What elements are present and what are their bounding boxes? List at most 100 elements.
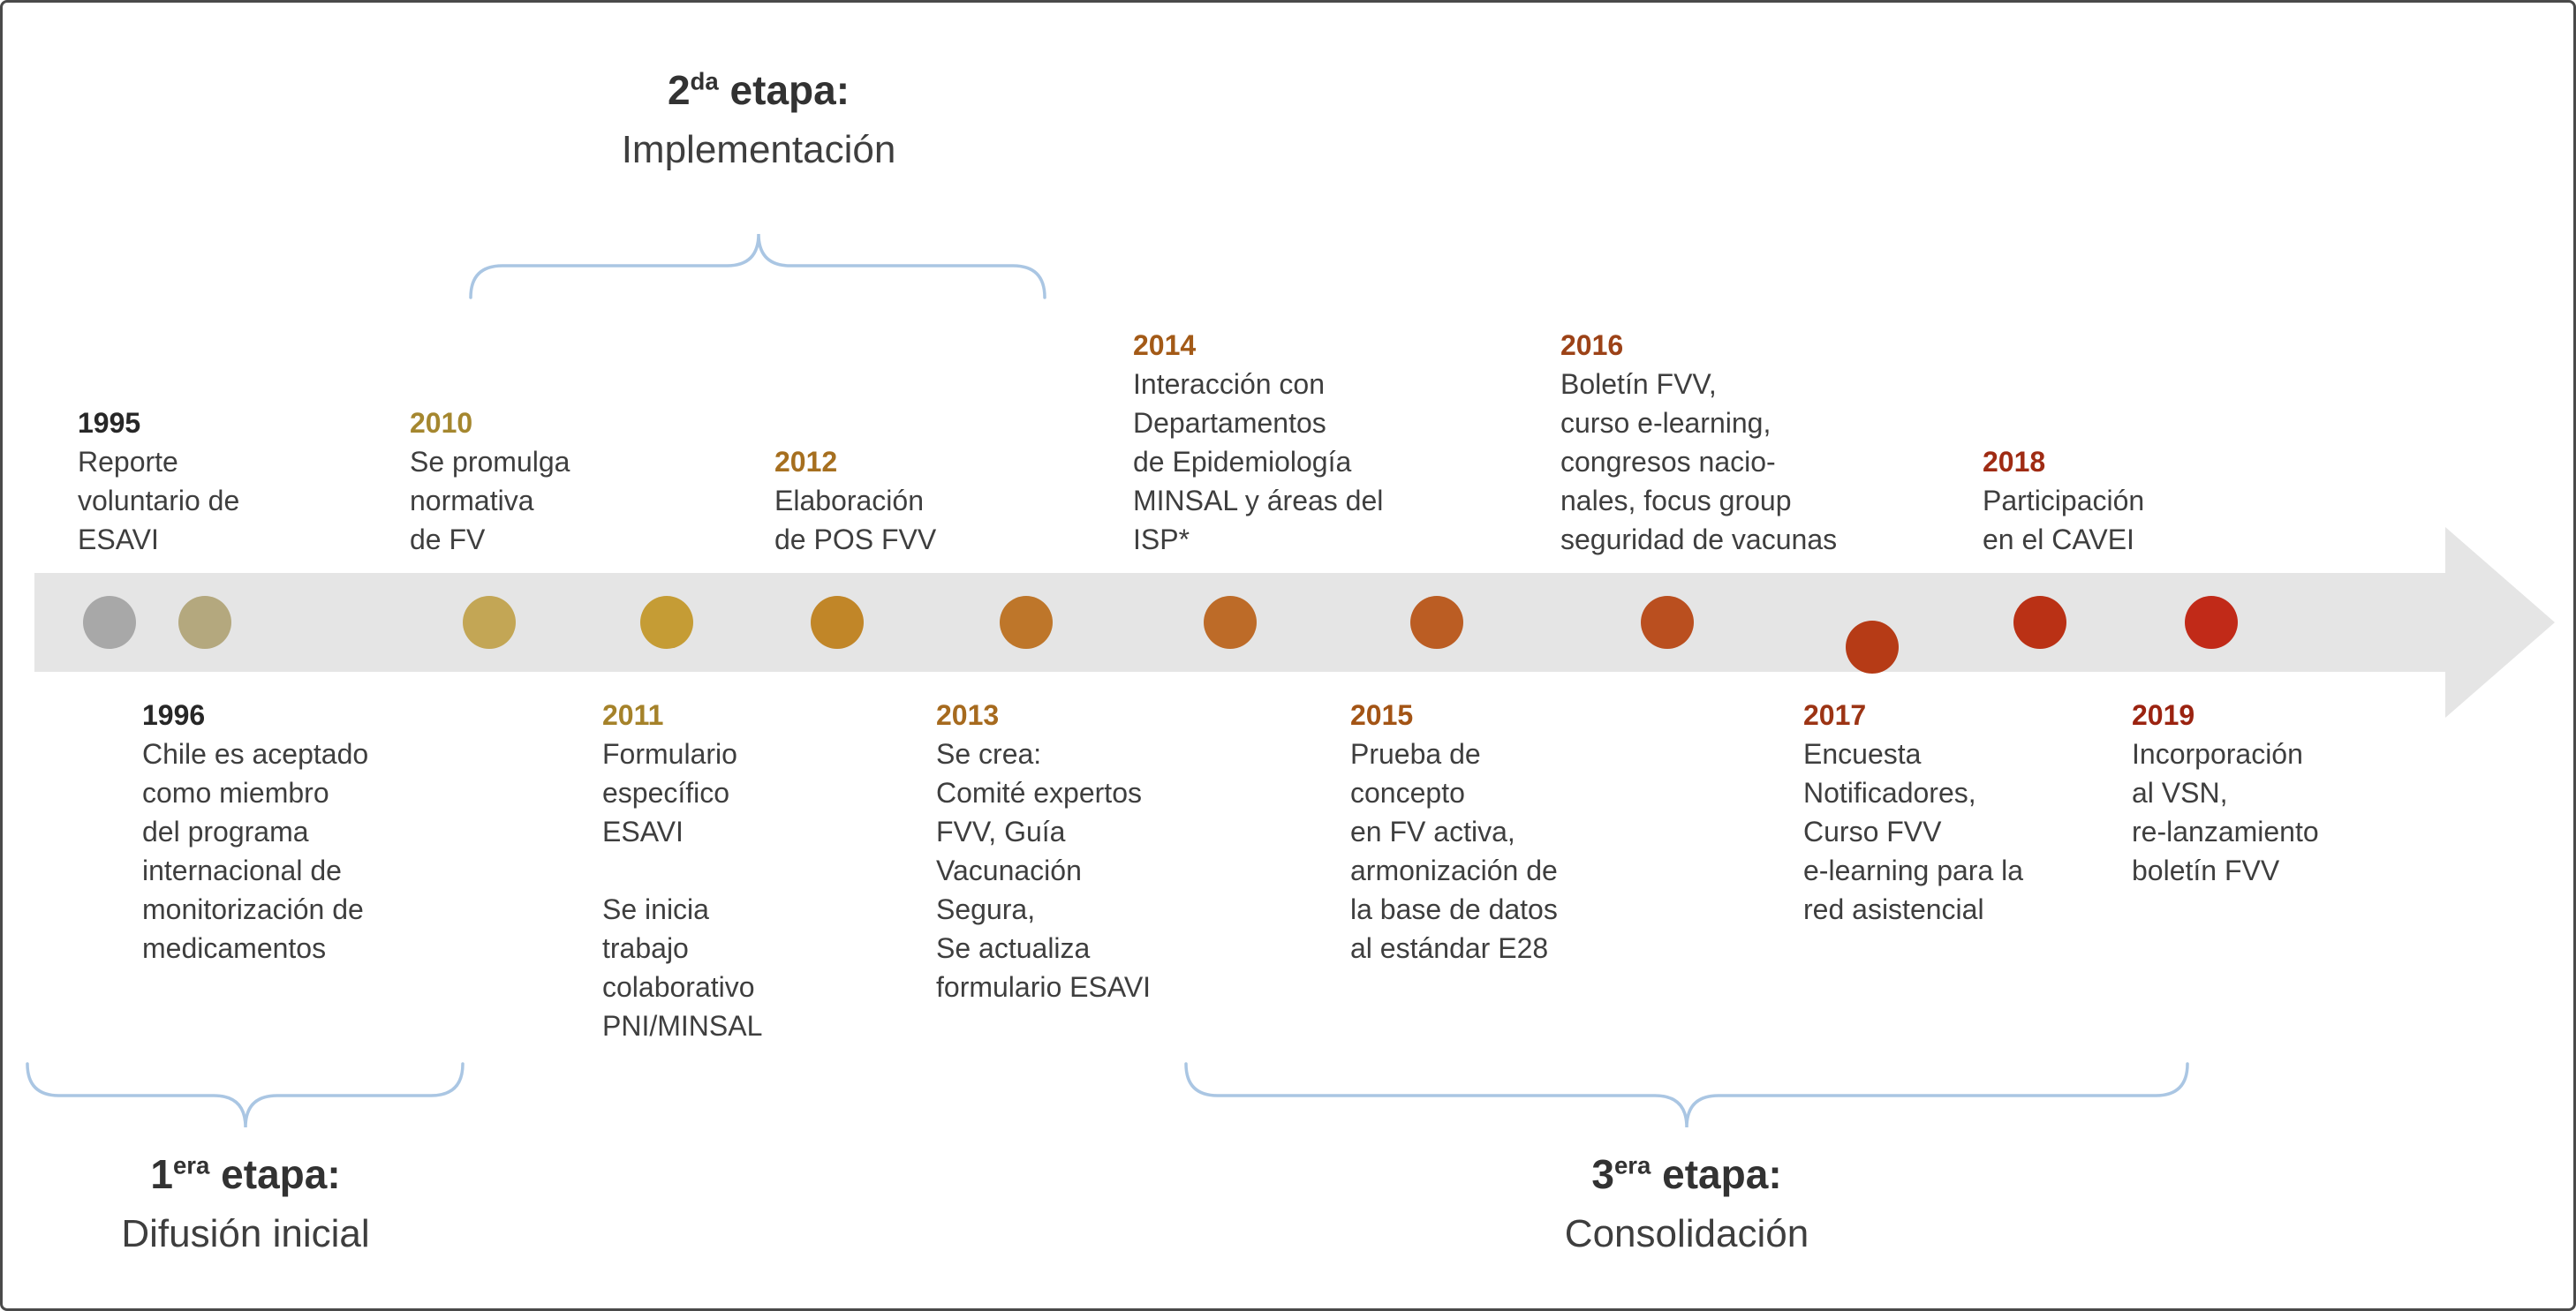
event-text-line: Se promulga [410,446,570,478]
event-year: 2013 [936,699,1000,731]
event-year: 2018 [1983,446,2046,478]
event-text-line: Chile es aceptado [142,738,369,770]
event-text-line: trabajo [602,932,689,964]
event-text-line: específico [602,777,730,809]
event-text-line: congresos nacio- [1560,446,1776,478]
stage-1-label: 1era etapa: Difusión inicial [121,1150,369,1256]
timeline-dot-2014 [1204,596,1257,649]
event-text-line: Incorporación [2132,738,2303,770]
event-text-line: Interacción con [1133,368,1326,400]
event-text-line: ESAVI [78,524,159,555]
brace-stage-1-icon [26,1062,465,1128]
event-2016: 2016 Boletín FVV, curso e-learning, cong… [1560,326,1837,559]
event-text-line: Encuesta [1803,738,1922,770]
event-text-line: Se crea: [936,738,1042,770]
event-text-line: Departamentos [1133,407,1326,439]
event-text-line: del programa [142,816,309,848]
timeline-dot-2015 [1410,596,1463,649]
event-year: 2014 [1133,329,1197,361]
event-year: 1995 [78,407,141,439]
stage-1-title: 1era etapa: [150,1151,341,1197]
event-2017: 2017 Encuesta Notificadores, Curso FVV e… [1803,696,2023,929]
event-text-line: re-lanzamiento [2132,816,2319,848]
event-text-line: como miembro [142,777,329,809]
event-text-line: nales, focus group [1560,485,1792,516]
event-2010: 2010 Se promulga normativa de FV [410,403,570,559]
event-year: 2019 [2132,699,2195,731]
event-text-line: normativa [410,485,534,516]
event-text-line: de POS FVV [774,524,937,555]
event-text-line: de FV [410,524,486,555]
timeline-dot-1996 [178,596,231,649]
event-text-line: Formulario [602,738,737,770]
event-text-line: monitorización de [142,893,364,925]
event-text-line: formulario ESAVI [936,971,1152,1003]
event-text-line: Comité expertos [936,777,1142,809]
timeline-dot-2019 [2185,596,2238,649]
stage-1-name: Difusión inicial [121,1212,370,1255]
event-2012: 2012 Elaboración de POS FVV [774,442,936,559]
event-text-line: Notificadores, [1803,777,1976,809]
event-text-line: red asistencial [1803,893,1984,925]
event-1995: 1995 Reporte voluntario de ESAVI [78,403,239,559]
timeline-dot-2011 [640,596,693,649]
event-text-line: PNI/MINSAL [602,1010,763,1042]
timeline-dot-2016 [1641,596,1694,649]
event-text-line: al VSN, [2132,777,2228,809]
event-text-line: armonización de [1350,855,1558,886]
event-text-line: Boletín FVV, [1560,368,1717,400]
timeline-dot-2012 [811,596,864,649]
event-2014: 2014 Interacción con Departamentos de Ep… [1133,326,1383,559]
timeline-arrow-head-icon [2445,527,2555,718]
stage-3-title: 3era etapa: [1591,1151,1782,1197]
event-text-line: medicamentos [142,932,327,964]
event-text-line: ESAVI [602,816,684,848]
timeline-dot-2010 [463,596,516,649]
stage-3-label: 3era etapa: Consolidación [1565,1150,1809,1256]
event-text-line: Curso FVV [1803,816,1942,848]
event-year: 2017 [1803,699,1867,731]
event-2011: 2011 Formulario específico ESAVI Se inic… [602,696,762,1045]
event-year: 2012 [774,446,838,478]
event-text-line: de Epidemiología [1133,446,1352,478]
event-year: 2015 [1350,699,1414,731]
timeline-dot-2017 [1846,621,1899,674]
timeline-dot-2013 [1000,596,1053,649]
event-2015: 2015 Prueba de concepto en FV activa, ar… [1350,696,1558,968]
event-text-gap [602,851,762,890]
event-text-line: al estándar E28 [1350,932,1549,964]
event-year: 2016 [1560,329,1624,361]
event-text-line: internacional de [142,855,342,886]
event-text-line: Participación [1983,485,2145,516]
event-1996: 1996 Chile es aceptado como miembro del … [142,696,368,968]
event-2018: 2018 Participación en el CAVEI [1983,442,2144,559]
event-text-line: Vacunación [936,855,1082,886]
event-text-line: voluntario de [78,485,240,516]
stage-3-name: Consolidación [1564,1212,1809,1255]
event-text-line: FVV, Guía [936,816,1066,848]
event-text-line: MINSAL y áreas del [1133,485,1384,516]
brace-stage-2-icon [469,233,1046,299]
event-text-line: Segura, [936,893,1036,925]
brace-stage-3-icon [1184,1062,2189,1128]
event-text-line: colaborativo [602,971,755,1003]
event-text-line: curso e-learning, [1560,407,1771,439]
event-year: 1996 [142,699,206,731]
event-2019: 2019 Incorporación al VSN, re-lanzamient… [2132,696,2319,890]
stage-2-label: 2da etapa: Implementación [622,66,896,172]
event-year: 2010 [410,407,473,439]
event-text-line: Elaboración [774,485,924,516]
event-text-line: en FV activa, [1350,816,1515,848]
event-year: 2011 [602,699,664,731]
event-text-line: e-learning para la [1803,855,2024,886]
event-text-line: seguridad de vacunas [1560,524,1838,555]
event-text-line: Se actualiza [936,932,1091,964]
stage-2-title: 2da etapa: [667,67,850,113]
timeline-dot-2018 [2013,596,2066,649]
stage-2-name: Implementación [621,128,896,171]
timeline-dot-1995 [83,596,136,649]
event-text-line: Se inicia [602,893,709,925]
event-text-line: la base de datos [1350,893,1558,925]
event-text-line: en el CAVEI [1983,524,2134,555]
